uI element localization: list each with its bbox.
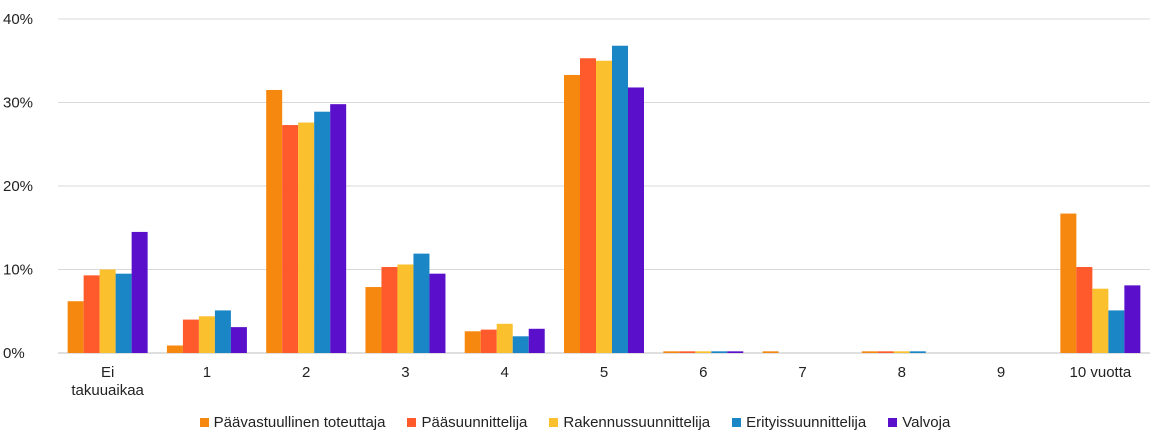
bar (496, 323, 513, 353)
bar (628, 87, 644, 353)
x-tick-label: 8 (898, 364, 906, 381)
bar (99, 269, 116, 353)
bar (298, 122, 315, 353)
bar (1092, 288, 1109, 353)
x-tick-label: 1 (203, 364, 211, 381)
bar (512, 336, 529, 353)
bar (314, 111, 331, 353)
bar (230, 327, 247, 353)
bar (909, 351, 926, 353)
y-tick-label: 20% (3, 178, 33, 195)
bar (330, 104, 347, 353)
y-tick-label: 0% (3, 345, 25, 362)
x-tick-label: 5 (600, 364, 608, 381)
legend-item: Päävastuullinen toteuttaja (199, 414, 386, 431)
bar (214, 310, 231, 353)
bar (429, 273, 446, 353)
legend-swatch (199, 418, 209, 427)
bar (198, 316, 215, 353)
bar (182, 319, 199, 353)
x-tick-label: 4 (501, 364, 509, 381)
bar (131, 231, 148, 353)
legend-swatch (888, 418, 898, 427)
x-tick-label: 6 (699, 364, 707, 381)
legend-item: Valvoja (888, 414, 950, 431)
bar (413, 253, 430, 353)
legend-swatch (407, 418, 417, 427)
bar (861, 351, 878, 353)
legend-label: Päävastuullinen toteuttaja (213, 414, 386, 431)
bar (528, 328, 545, 353)
bar (711, 351, 728, 353)
bar (1076, 266, 1093, 353)
chart-legend: Päävastuullinen toteuttaja Pääsuunnitteli… (0, 414, 1150, 431)
legend-label: Erityissuunnittelija (746, 414, 867, 431)
bar (893, 351, 910, 353)
bar (1060, 213, 1077, 353)
bar (397, 264, 414, 353)
bar (762, 351, 779, 353)
legend-swatch (549, 418, 559, 427)
bar (83, 275, 100, 353)
bar (365, 287, 382, 353)
x-tick-label: 3 (401, 364, 409, 381)
y-tick-label: 40% (3, 11, 33, 28)
bar (1124, 285, 1141, 353)
bar (381, 266, 398, 353)
legend-label: Pääsuunnittelija (421, 414, 528, 431)
legend-swatch (732, 418, 742, 427)
x-tick-label: Ei (101, 364, 114, 381)
bar (612, 45, 628, 353)
y-tick-label: 30% (3, 95, 33, 112)
legend-item: Rakennussuunnittelija (549, 414, 710, 431)
bar (166, 345, 183, 353)
legend-item: Pääsuunnittelija (407, 414, 527, 431)
bar (282, 125, 299, 353)
x-tick-label: takuuaikaa (71, 382, 144, 399)
x-tick-label: 9 (997, 364, 1005, 381)
y-tick-label: 10% (3, 262, 33, 279)
bar (727, 351, 744, 353)
bar (564, 74, 580, 353)
legend-label: Valvoja (902, 414, 951, 431)
x-tick-label: 7 (798, 364, 806, 381)
bar (695, 351, 712, 353)
x-tick-label: 10 vuotta (1070, 364, 1132, 381)
bar (464, 331, 481, 353)
bar (1108, 310, 1125, 353)
legend-label: Rakennussuunnittelija (563, 414, 711, 431)
bar (266, 89, 283, 353)
legend-item: Erityissuunnittelija (732, 414, 866, 431)
bar (596, 60, 612, 353)
bar (480, 329, 497, 353)
bar (877, 351, 894, 353)
bar (580, 58, 596, 354)
x-tick-label: 2 (302, 364, 310, 381)
bar (67, 301, 84, 353)
bar (663, 351, 680, 353)
bar (679, 351, 696, 353)
bar (115, 273, 132, 353)
